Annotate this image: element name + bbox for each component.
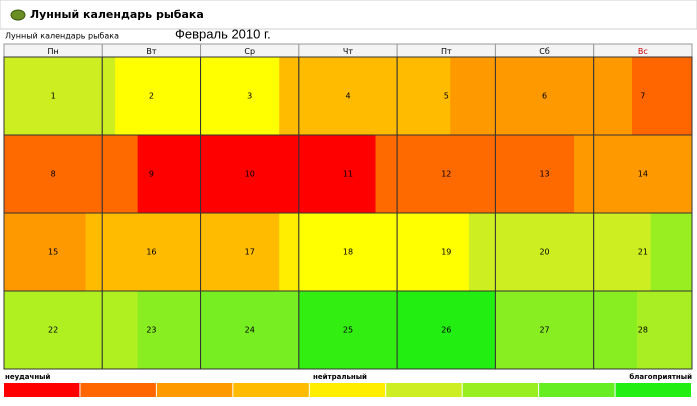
day-cell	[593, 135, 692, 213]
day-cell	[200, 291, 299, 369]
day-cell	[495, 213, 594, 291]
day-number: 28	[638, 326, 648, 335]
legend-swatch	[615, 383, 691, 397]
day-number: 2	[149, 92, 154, 101]
month-label: Февраль 2010 г.	[175, 26, 271, 41]
day-cell-part	[650, 213, 692, 291]
legend-swatch	[4, 383, 80, 397]
day-border	[593, 290, 693, 370]
day-number: 11	[343, 170, 353, 179]
day-number: 8	[51, 170, 56, 179]
day-cell-part	[279, 213, 299, 291]
day-cell-part	[468, 213, 496, 291]
legend-low: неудачный	[5, 373, 50, 381]
day-number: 25	[343, 326, 353, 335]
day-number: 16	[146, 248, 156, 257]
day-number: 20	[539, 248, 549, 257]
weekday-label: Сб	[539, 47, 550, 56]
day-number: 6	[542, 92, 547, 101]
subtitle: Лунный календарь рыбака	[5, 32, 119, 41]
legend-swatch	[462, 383, 539, 397]
weekday-label: Пт	[441, 47, 452, 56]
day-number: 12	[441, 170, 451, 179]
day-cell	[298, 291, 398, 369]
day-number: 15	[48, 248, 58, 257]
day-cell	[200, 135, 299, 213]
window-title: Лунный календарь рыбака	[30, 8, 204, 21]
day-cell-part	[636, 291, 692, 369]
legend-high: благоприятный	[629, 373, 692, 381]
weekday-label: Вт	[146, 47, 156, 56]
weekday-label: Пн	[48, 47, 59, 56]
day-cell-part	[137, 135, 201, 213]
day-number: 3	[247, 92, 252, 101]
day-number: 21	[638, 248, 648, 257]
day-number: 24	[245, 326, 255, 335]
legend-swatch	[539, 383, 615, 397]
day-cell	[298, 213, 398, 291]
day-number: 4	[345, 92, 350, 101]
weekday-label: Вс	[638, 47, 648, 56]
weekday-label: Чт	[343, 47, 353, 56]
day-cell	[495, 291, 594, 369]
day-number: 23	[146, 326, 156, 335]
day-number: 18	[343, 248, 353, 257]
day-cell	[4, 57, 103, 135]
day-number: 27	[539, 326, 549, 335]
day-cell	[397, 291, 496, 369]
legend-swatch	[386, 383, 462, 397]
day-number: 10	[245, 170, 255, 179]
day-cell-part	[632, 57, 692, 135]
day-cell	[102, 213, 201, 291]
legend-swatch	[309, 383, 386, 397]
day-number: 17	[245, 248, 255, 257]
legend-mid: нейтральный	[313, 373, 367, 381]
day-cell-part	[115, 57, 201, 135]
title-bar	[0, 0, 697, 30]
day-number: 13	[539, 170, 549, 179]
day-cell-part	[85, 213, 103, 291]
day-cell-part	[574, 135, 594, 213]
legend-swatch	[233, 383, 309, 397]
legend-swatch	[156, 383, 233, 397]
day-number: 22	[48, 326, 58, 335]
day-cell-part	[375, 135, 398, 213]
day-cell-part	[137, 291, 201, 369]
day-cell	[397, 135, 496, 213]
day-cell	[495, 57, 594, 135]
day-cell	[298, 57, 398, 135]
day-cell	[4, 135, 103, 213]
day-number: 14	[638, 170, 648, 179]
day-number: 26	[441, 326, 451, 335]
day-number: 7	[640, 92, 645, 101]
day-number: 1	[51, 92, 56, 101]
weekday-label: Ср	[244, 47, 255, 56]
day-number: 5	[444, 92, 449, 101]
legend-swatch	[80, 383, 156, 397]
day-cell-part	[450, 57, 496, 135]
day-number: 9	[149, 170, 154, 179]
app-icon	[10, 9, 26, 21]
day-cell-part	[279, 57, 299, 135]
day-number: 19	[441, 248, 451, 257]
day-cell	[4, 291, 103, 369]
